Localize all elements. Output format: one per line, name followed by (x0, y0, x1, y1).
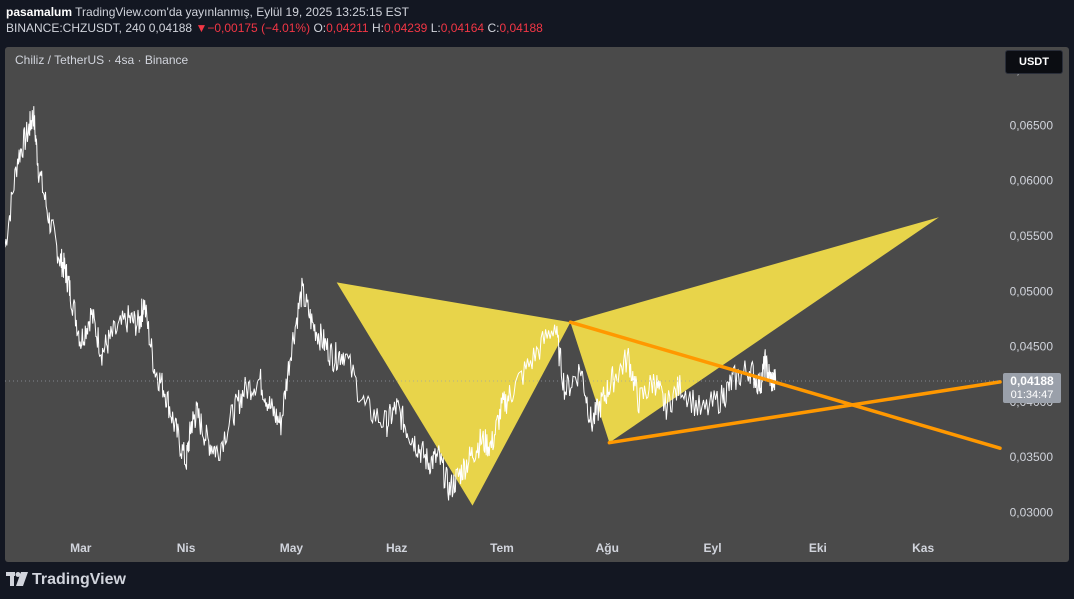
down-arrow-icon: ▼ (195, 21, 208, 35)
x-tick-label: Nis (177, 541, 196, 555)
high-label: H: (371, 21, 384, 35)
price-series-line (5, 106, 777, 501)
chart-header: pasamalum TradingView.com'da yayınlanmış… (6, 4, 543, 36)
trendline-1 (568, 320, 1002, 450)
y-tick-label: 0,06500 (1010, 118, 1054, 132)
symbol-label: BINANCE:CHZUSDT, 240 (6, 21, 146, 35)
low-label: L: (430, 21, 441, 35)
y-tick-label: 0,06000 (1010, 174, 1054, 188)
close-label: C: (487, 21, 500, 35)
y-tick-label: 0,04500 (1010, 340, 1054, 354)
tradingview-logo-icon (6, 572, 28, 586)
open-value: 0,04211 (326, 21, 369, 35)
price-tag-value: 0,04188 (1010, 374, 1054, 388)
y-tick-label: 0,03000 (1010, 505, 1054, 519)
price-tag-box (1003, 373, 1061, 404)
brand-footer[interactable]: TradingView (6, 570, 126, 589)
y-tick-label: 0,05000 (1010, 284, 1054, 298)
x-tick-label: Ağu (596, 541, 619, 555)
series-legend: Chiliz / TetherUS · 4sa · Binance (15, 53, 189, 67)
x-tick-label: Kas (912, 541, 934, 555)
chart-panel[interactable] (5, 47, 1069, 562)
open-label: O: (313, 21, 327, 35)
currency-button[interactable]: USDT (1005, 50, 1063, 74)
x-tick-label: Eyl (704, 541, 722, 555)
ohlc-line: BINANCE:CHZUSDT, 240 0,04188 ▼−0,00175 (… (6, 20, 543, 36)
last-price: 0,04188 (148, 21, 193, 35)
low-value: 0,04164 (440, 21, 485, 35)
x-tick-label: Haz (386, 541, 407, 555)
author-name[interactable]: pasamalum (6, 5, 73, 19)
pattern-triangle-bcd (570, 217, 939, 443)
x-tick-label: Eki (809, 541, 827, 555)
pattern-triangle-xab (336, 282, 571, 506)
close-value: 0,04188 (499, 21, 543, 35)
price-tag-countdown: 01:34:47 (1011, 389, 1054, 401)
x-tick-label: May (280, 541, 304, 555)
brand-name: TradingView (32, 571, 126, 588)
publish-line: pasamalum TradingView.com'da yayınlanmış… (6, 4, 543, 20)
y-tick-label: 0,05500 (1010, 229, 1054, 243)
price-change: −0,00175 (−4.01%) (207, 21, 311, 35)
x-tick-label: Mar (70, 541, 92, 555)
publish-info: TradingView.com'da yayınlanmış, Eylül 19… (75, 5, 409, 19)
x-tick-label: Tem (490, 541, 514, 555)
y-tick-label: 0,03500 (1010, 450, 1054, 464)
high-value: 0,04239 (383, 21, 428, 35)
trendline-2 (607, 380, 1002, 445)
